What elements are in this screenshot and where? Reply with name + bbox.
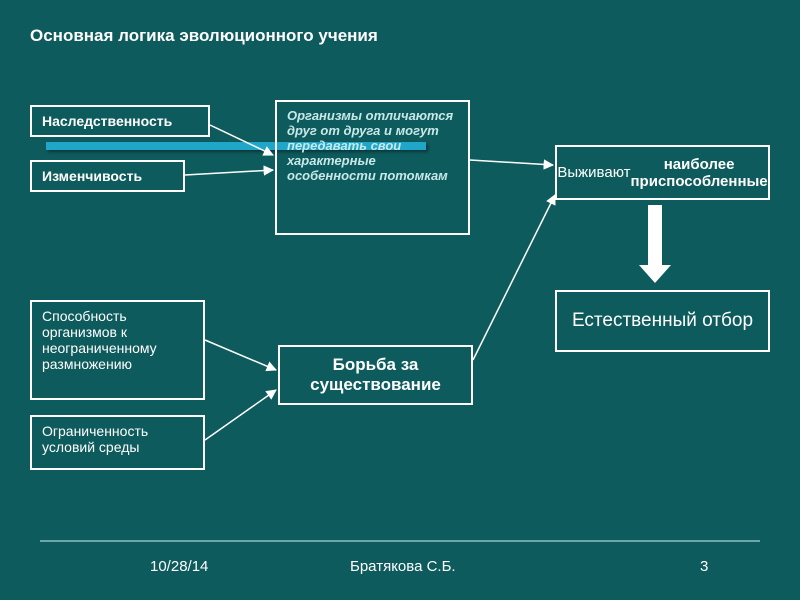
box-heredity: Наследственность — [30, 105, 210, 137]
box-struggle: Борьба за существование — [278, 345, 473, 405]
box-variability: Изменчивость — [30, 160, 185, 192]
box-organisms: Организмы отличаются друг от друга и мог… — [275, 100, 470, 235]
box-limited: Ограниченность условий среды — [30, 415, 205, 470]
footer-divider — [40, 540, 760, 542]
footer-page: 3 — [700, 558, 708, 575]
box-survive: Выживают наиболее приспособленные — [555, 145, 770, 200]
footer-date: 10/28/14 — [150, 558, 208, 575]
slide-title: Основная логика эволюционного учения — [30, 26, 378, 46]
box-selection: Естественный отбор — [555, 290, 770, 352]
box-ability: Способность организмов к неограниченному… — [30, 300, 205, 400]
footer-author: Братякова С.Б. — [350, 558, 456, 575]
